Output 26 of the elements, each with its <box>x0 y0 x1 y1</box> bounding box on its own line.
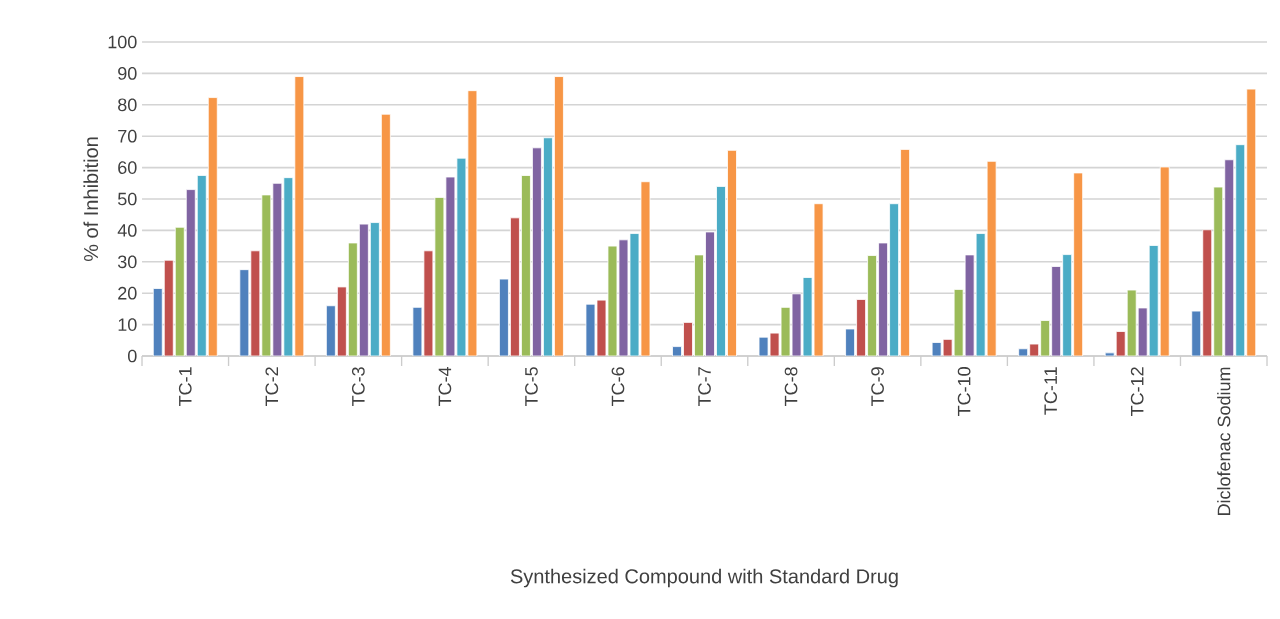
x-tick-label: TC-2 <box>265 367 279 407</box>
x-axis-title: Synthesized Compound with Standard Drug <box>510 568 898 588</box>
y-tick-label: 80 <box>118 98 137 112</box>
y-tick-label: 90 <box>118 67 137 80</box>
y-tick-label: 50 <box>117 192 137 206</box>
y-tick-label: 0 <box>128 349 137 363</box>
x-tick-label: TC-12 <box>1130 367 1144 417</box>
x-tick-label: Diclofenac Sodium <box>1217 367 1231 515</box>
x-tick-label: TC-7 <box>698 367 711 407</box>
x-tick-label: TC-3 <box>351 367 365 407</box>
x-tick-label: TC-5 <box>525 367 538 407</box>
y-tick-label: 100 <box>108 35 137 49</box>
y-tick-label: 20 <box>118 286 137 300</box>
x-tick-label: TC-9 <box>871 367 884 407</box>
x-tick-label: TC-4 <box>438 366 452 407</box>
x-tick-label: TC-8 <box>784 367 798 407</box>
x-tick-label: TC-6 <box>611 367 625 407</box>
y-axis-title: % of Inhibition <box>83 137 99 262</box>
y-tick-label: 70 <box>118 129 137 143</box>
x-tick-label: TC-10 <box>957 367 971 417</box>
y-tick-label: 10 <box>118 318 137 331</box>
x-tick-label: TC-11 <box>1044 367 1058 415</box>
x-tick-label: TC-1 <box>178 367 192 407</box>
y-tick-label: 60 <box>118 161 137 174</box>
y-tick-label: 30 <box>117 255 137 269</box>
y-tick-label: 40 <box>117 224 137 237</box>
